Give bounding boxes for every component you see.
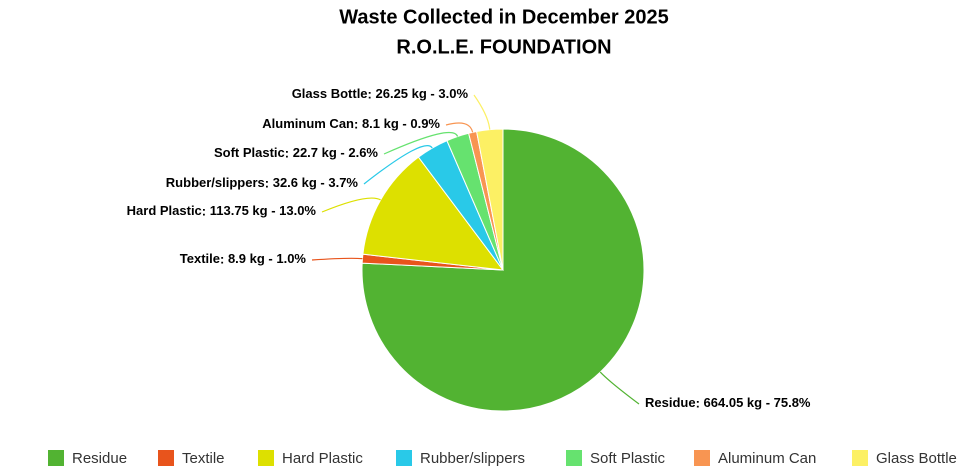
legend-label: Hard Plastic <box>282 450 363 467</box>
category-label: Aluminum Can <box>262 116 354 131</box>
legend-label: Rubber/slippers <box>420 450 525 467</box>
chart-title: Waste Collected in December 2025 <box>339 6 668 28</box>
data-label: Aluminum Can: 8.1 kg - 0.9% <box>262 116 440 131</box>
legend-label: Aluminum Can <box>718 450 816 467</box>
legend-swatch <box>566 450 582 466</box>
category-label: Residue <box>645 395 696 410</box>
legend-label: Textile <box>182 450 225 467</box>
value-label: 26.25 kg - 3.0% <box>376 86 469 101</box>
legend-swatch <box>158 450 174 466</box>
legend-label: Glass Bottle <box>876 450 957 467</box>
legend-label: Soft Plastic <box>590 450 666 467</box>
category-label: Hard Plastic <box>127 203 202 218</box>
value-label: 32.6 kg - 3.7% <box>273 175 359 190</box>
data-label: Soft Plastic: 22.7 kg - 2.6% <box>214 145 378 160</box>
value-label: 664.05 kg - 75.8% <box>704 395 811 410</box>
leader-line <box>445 122 474 133</box>
legend-swatch <box>258 450 274 466</box>
legend-label: Residue <box>72 450 127 467</box>
data-label: Rubber/slippers: 32.6 kg - 3.7% <box>166 175 359 190</box>
category-label: Soft Plastic <box>214 145 285 160</box>
data-label: Textile: 8.9 kg - 1.0% <box>180 251 307 266</box>
leader-line <box>363 145 433 185</box>
data-label: Residue: 664.05 kg - 75.8% <box>645 395 811 410</box>
legend-swatch <box>48 450 64 466</box>
legend-swatch <box>694 450 710 466</box>
pie-slice <box>362 156 505 271</box>
leader-line <box>321 197 381 213</box>
value-label: 22.7 kg - 2.6% <box>293 145 379 160</box>
leader-line <box>473 94 491 130</box>
value-label: 113.75 kg - 13.0% <box>210 203 317 218</box>
data-label: Hard Plastic: 113.75 kg - 13.0% <box>127 203 317 218</box>
category-label: Rubber/slippers <box>166 175 265 190</box>
value-label: 8.1 kg - 0.9% <box>362 116 440 131</box>
legend-swatch <box>852 450 868 466</box>
leader-line <box>311 257 363 261</box>
pie-slice <box>476 128 504 271</box>
legend-swatch <box>396 450 412 466</box>
chart-subtitle: R.O.L.E. FOUNDATION <box>396 36 611 58</box>
category-label: Glass Bottle <box>292 86 368 101</box>
category-label: Textile <box>180 251 220 266</box>
leader-line <box>383 131 459 155</box>
value-label: 8.9 kg - 1.0% <box>228 251 306 266</box>
leader-line <box>599 371 640 405</box>
data-label: Glass Bottle: 26.25 kg - 3.0% <box>292 86 469 101</box>
